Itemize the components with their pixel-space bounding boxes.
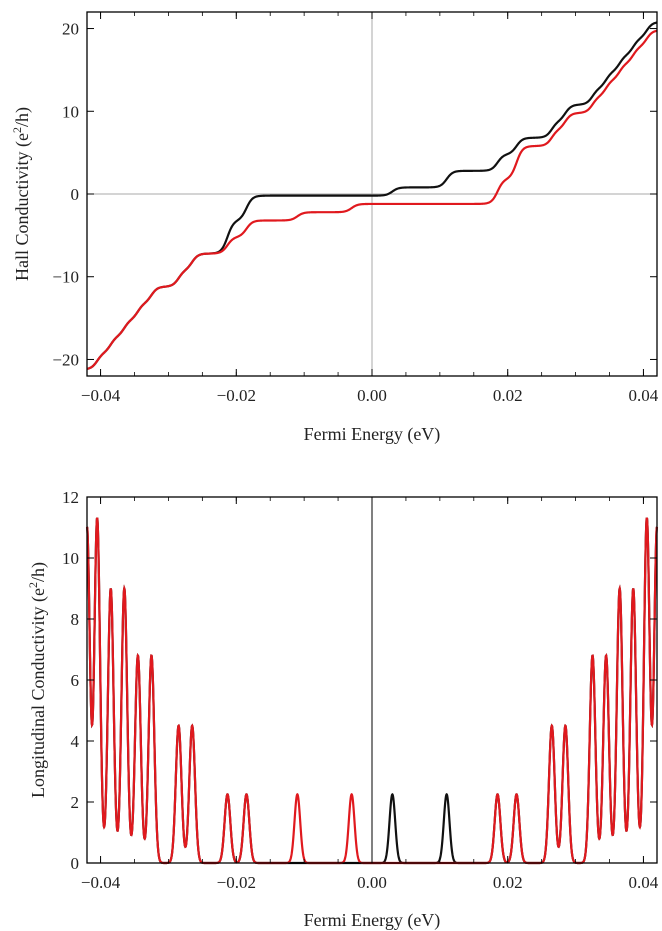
longitudinal-panel: −0.04 −0.02 0.00 0.02 0.04 0 2 4 6 8 10 12 Fermi En… (26, 488, 659, 931)
hall-x-tick-label: 0.02 (493, 386, 523, 405)
longitudinal-x-axis-title: Fermi Energy (eV) (304, 910, 441, 931)
hall-ticks: −0.04 −0.02 0.00 0.02 0.04 −20 −10 0 10 20 (52, 12, 659, 405)
longitudinal-x-tick-label: 0.02 (493, 873, 523, 892)
hall-series-group (86, 21, 658, 370)
longitudinal-y-axis-title: Longitudinal Conductivity (e2/h) (26, 562, 49, 798)
longitudinal-x-tick-label: −0.04 (81, 873, 121, 892)
longitudinal-x-tick-label: 0.04 (629, 873, 659, 892)
longitudinal-y-tick-label: 8 (71, 610, 80, 629)
longitudinal-y-tick-label: 4 (71, 732, 80, 751)
hall-x-tick-label: 0.00 (357, 386, 387, 405)
hall-y-tick-label: 10 (62, 102, 79, 121)
hall-y-tick-label: −10 (52, 268, 79, 287)
hall-y-tick-label: 0 (71, 185, 80, 204)
hall-series-red (86, 29, 658, 370)
longitudinal-y-tick-label: 6 (71, 671, 80, 690)
hall-x-tick-label: 0.04 (629, 386, 659, 405)
longitudinal-y-tick-label: 12 (62, 488, 79, 507)
longitudinal-x-tick-label: 0.00 (357, 873, 387, 892)
hall-x-tick-label: −0.02 (217, 386, 256, 405)
longitudinal-y-tick-label: 0 (71, 854, 80, 873)
hall-panel: −0.04 −0.02 0.00 0.02 0.04 −20 −10 0 10 20 Fermi … (10, 11, 659, 445)
longitudinal-y-tick-label: 10 (62, 549, 79, 568)
hall-y-tick-label: 20 (62, 20, 79, 39)
hall-x-axis-title: Fermi Energy (eV) (304, 424, 441, 445)
hall-x-tick-label: −0.04 (81, 386, 121, 405)
hall-y-tick-label: −20 (52, 350, 79, 369)
longitudinal-ticks: −0.04 −0.02 0.00 0.02 0.04 0 2 4 6 8 10 12 (62, 488, 659, 892)
hall-y-axis-title: Hall Conductivity (e2/h) (10, 107, 33, 281)
longitudinal-y-tick-label: 2 (71, 793, 80, 812)
longitudinal-x-tick-label: −0.02 (217, 873, 256, 892)
